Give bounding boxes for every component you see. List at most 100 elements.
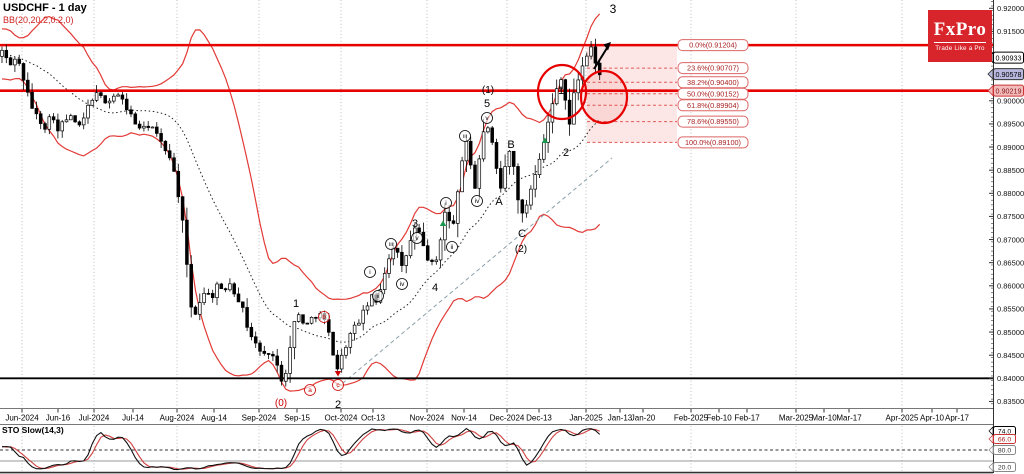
candle-body — [133, 113, 138, 125]
wave-label: 2 — [563, 147, 569, 159]
candle-body — [537, 158, 542, 175]
oscillator-tag-box — [993, 434, 1016, 444]
candle-body — [223, 288, 228, 291]
wave-label: (2) — [515, 244, 527, 255]
wave-label-circle — [411, 232, 423, 244]
candle-body — [30, 91, 34, 109]
candle-body — [357, 322, 361, 326]
candle-body — [576, 79, 580, 94]
candle-body — [503, 166, 507, 189]
wave-label-circle — [372, 290, 384, 302]
candle-body — [124, 98, 129, 111]
wave-label: A — [495, 196, 503, 208]
candle-body — [163, 140, 168, 152]
candle-body — [258, 342, 262, 352]
candle-body — [253, 336, 258, 344]
candle-body — [94, 92, 99, 101]
price-axis-label: 0.85000 — [997, 328, 1024, 337]
candle-body — [391, 247, 396, 260]
candle-body — [64, 119, 69, 123]
wave-label-circle — [440, 197, 452, 209]
fib-level-label: 23.6%(0.90707) — [687, 64, 739, 73]
candle-body — [60, 121, 64, 132]
date-axis-label: Oct-13 — [361, 414, 386, 423]
price-axis-label: 0.88500 — [997, 166, 1024, 175]
candle-body — [180, 196, 185, 221]
candle-body — [438, 239, 443, 261]
candle-body — [520, 199, 525, 214]
candle-body — [550, 103, 555, 123]
price-axis-label: 0.87500 — [997, 212, 1024, 221]
fxpro-logo-brand: FxPro — [933, 19, 987, 40]
candle-body — [288, 347, 292, 374]
price-axis-label: 0.85500 — [997, 305, 1024, 314]
candle-body — [249, 326, 254, 338]
date-axis-label: Feb-2025 — [674, 414, 709, 423]
candle-body — [142, 125, 146, 129]
candle-body — [43, 123, 47, 130]
oscillator-label: STO Slow(14,3) — [2, 425, 64, 435]
candle-body — [348, 333, 353, 348]
bollinger-indicator-label: BB(20,20.2,0.2,0) — [3, 14, 74, 25]
candle-body — [511, 150, 516, 167]
wave-label-circle — [459, 130, 471, 142]
price-axis-label: 0.89000 — [997, 143, 1024, 152]
wave-label: 3 — [412, 218, 418, 230]
oscillator-tag-box — [993, 445, 1016, 455]
candle-body — [352, 324, 357, 334]
candle-body — [271, 353, 275, 357]
candle-body — [228, 283, 232, 291]
candle-body — [69, 115, 73, 121]
candle-body — [365, 305, 370, 311]
wave-label-circle — [332, 379, 344, 391]
candle-body — [314, 316, 318, 319]
candle-body — [26, 79, 30, 93]
candle-body — [262, 350, 267, 354]
date-axis-label: Nov-14 — [451, 414, 477, 423]
candle-body — [155, 126, 159, 134]
wave-label-circle — [364, 266, 376, 278]
candle-body — [189, 264, 193, 308]
candle-body — [408, 240, 413, 257]
candle-body — [589, 46, 593, 57]
candle-body — [529, 188, 533, 206]
candle-body — [107, 100, 112, 104]
candle-body — [456, 191, 460, 224]
candle-body — [516, 166, 520, 201]
candle-body — [447, 211, 451, 222]
date-axis-label: Jan-20 — [631, 414, 656, 423]
wave-label: 1 — [293, 298, 299, 310]
date-axis-label: Feb-10 — [706, 414, 732, 423]
candle-body — [301, 314, 305, 324]
candle-body — [73, 115, 77, 123]
candle-body — [296, 314, 301, 322]
candle-body — [99, 92, 103, 96]
wave-label: iv — [400, 281, 405, 288]
price-tag: 0.90578 — [996, 70, 1022, 79]
wave-label: v — [485, 115, 489, 122]
candle-body — [51, 116, 56, 121]
wave-label: c — [336, 382, 340, 389]
wave-label: 5 — [484, 98, 490, 110]
price-axis-label: 0.91500 — [997, 27, 1024, 36]
trendline-dashed — [336, 157, 613, 389]
candle-body — [185, 219, 189, 265]
candle-body — [554, 88, 559, 105]
candle-body — [370, 294, 374, 307]
stochastic-d-line — [1, 428, 600, 470]
fib-level-label: 100.0%(0.89100) — [685, 138, 741, 147]
candle-body — [344, 346, 348, 356]
date-axis-label: Mar-2025 — [779, 414, 814, 423]
candle-body — [524, 204, 529, 214]
wave-label: i — [369, 269, 370, 276]
candle-body — [400, 251, 404, 266]
oscillator-tag-box — [993, 462, 1016, 472]
price-axis-label: 0.83500 — [997, 397, 1024, 406]
candle-body — [542, 142, 546, 160]
candle-body — [417, 227, 421, 233]
candle-body — [56, 119, 60, 132]
candle-body — [305, 322, 310, 325]
wave-label: 1 — [558, 85, 564, 97]
